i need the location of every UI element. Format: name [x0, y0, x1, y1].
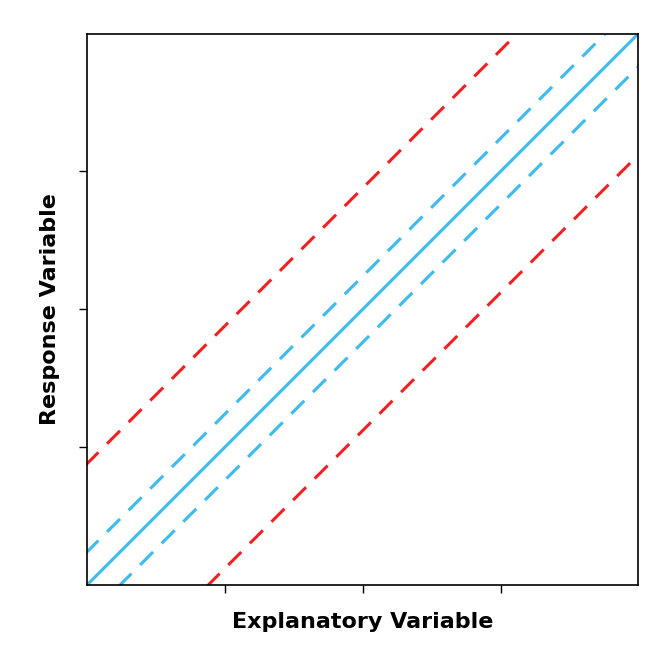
- Y-axis label: Response Variable: Response Variable: [40, 193, 60, 425]
- X-axis label: Explanatory Variable: Explanatory Variable: [233, 612, 493, 632]
